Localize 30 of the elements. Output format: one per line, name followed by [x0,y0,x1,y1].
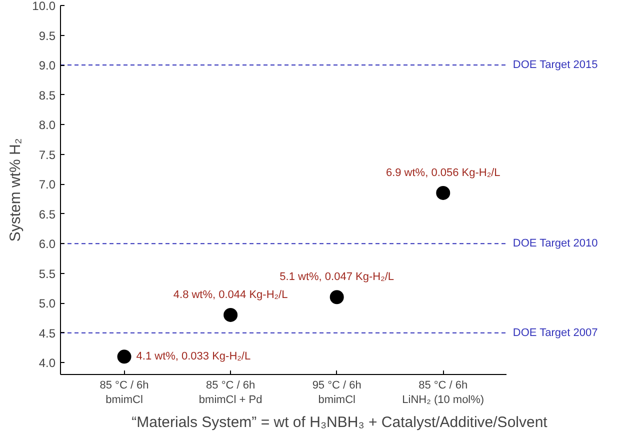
y-tick-label: 4.0 [38,356,56,370]
y-tick-label: 5.5 [38,266,56,281]
y-tick-label: 7.5 [38,148,56,162]
point [224,308,238,322]
ref-line-label: DOE Target 2015 [512,59,598,72]
y-axis-title: System wt% H₂ [7,138,24,242]
point [117,350,132,364]
y-tick-label: 6.5 [38,207,56,222]
x-axis-title: “Materials System” = wt of H₃NBH₃ + Catalyst/Additive/Solvent [132,414,548,431]
ref-line-label: DOE Target 2007 [512,326,598,339]
x-tick-label: 85 °C / 6h bmimCl [100,380,149,406]
annotation: 5.1 wt%, 0.047 Kg-H₂/L [280,271,394,284]
y-tick-label: 4.5 [38,326,56,340]
y-tick-label: 6.0 [38,237,56,252]
x-tick-label: 85 °C / 6h LiNH₂ (10 mol%) [402,380,484,406]
y-tick-label: 9.5 [38,28,56,43]
point [330,290,344,304]
y-tick-label: 8.0 [38,118,56,132]
y-tick-label: 9.0 [38,58,56,73]
y-tick-label: 8.5 [38,88,56,102]
y-tick-label: 7.0 [38,178,56,192]
ref-line-label: DOE Target 2010 [512,238,598,250]
annotation: 4.1 wt%, 0.033 Kg-H₂/L [136,350,251,363]
x-tick-label: 95 °C / 6h bmimCl [312,380,362,406]
point [436,186,450,200]
x-tick-label: 85 °C / 6h bmimCl + Pd [198,380,262,406]
annotation: 4.8 wt%, 0.044 Kg-H₂/L [173,288,288,301]
y-tick-label: 5.0 [38,296,56,311]
y-tick-label: 10.0 [32,0,56,13]
annotation: 6.9 wt%, 0.056 Kg-H₂/L [386,166,500,179]
